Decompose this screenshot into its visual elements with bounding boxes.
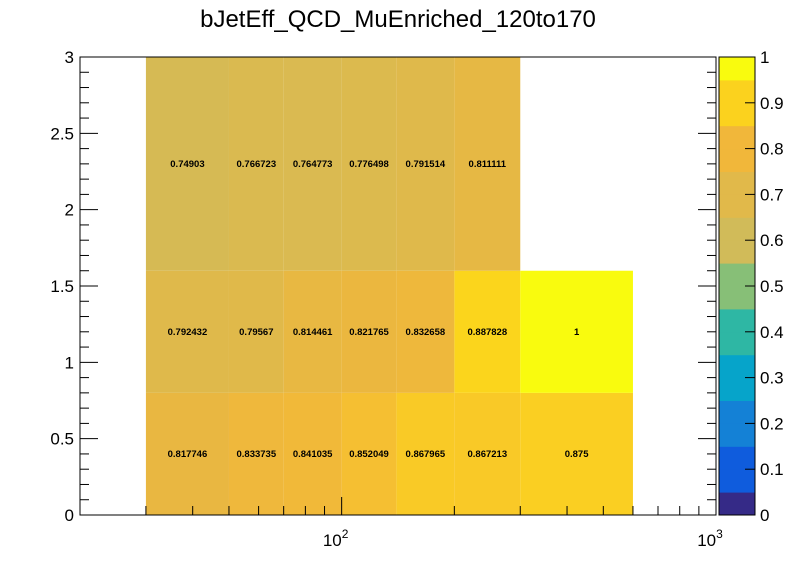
colorbar-band [719, 263, 755, 287]
colorbar-band [719, 331, 755, 356]
heatmap-cell [228, 392, 284, 515]
cell-value-label: 0.817746 [168, 449, 208, 460]
colorbar-tick-label: 0.5 [760, 277, 784, 296]
heatmap-cell [454, 270, 521, 393]
cell-value-label: 1 [574, 327, 580, 338]
heatmap-cell [341, 270, 397, 393]
colorbar-band [719, 377, 755, 401]
cell-value-label: 0.791514 [406, 159, 446, 170]
y-tick-label: 3 [65, 48, 74, 67]
cell-value-label: 0.764773 [293, 159, 333, 170]
heatmap-cell [145, 392, 229, 515]
colorbar-band [719, 171, 755, 195]
colorbar-tick-label: 0.7 [760, 185, 784, 204]
cell-value-label: 0.776498 [349, 159, 389, 170]
heatmap-cell [145, 57, 229, 271]
colorbar-tick-label: 0.1 [760, 460, 784, 479]
colorbar-band [719, 308, 755, 333]
cell-value-label: 0.766723 [237, 159, 277, 170]
y-tick-label: 0.5 [50, 430, 74, 449]
cell-value-label: 0.821765 [349, 327, 389, 338]
heatmap-cell [228, 57, 284, 271]
heatmap-cell [228, 270, 284, 393]
y-tick-label: 1 [65, 353, 74, 372]
colorbar-band [719, 194, 755, 218]
cell-value-label: 0.832658 [406, 327, 446, 338]
colorbar-tick-label: 0.4 [760, 323, 784, 342]
cell-value-label: 0.79567 [239, 327, 273, 338]
heatmap-cell [520, 270, 633, 393]
cell-value-label: 0.867965 [406, 449, 446, 460]
cell-value-label: 0.74903 [170, 159, 204, 170]
colorbar-tick-label: 0.8 [760, 140, 784, 159]
cell-value-label: 0.887828 [467, 327, 507, 338]
cell-value-label: 0.841035 [293, 449, 333, 460]
heatmap-cell [396, 270, 455, 393]
heatmap-cell [341, 392, 397, 515]
colorbar-band [719, 79, 755, 104]
heatmap-cell [283, 270, 342, 393]
colorbar-band [719, 354, 755, 379]
x-tick-label: 103 [697, 527, 723, 550]
colorbar-band [719, 400, 755, 424]
colorbar-band [719, 286, 755, 310]
colorbar-band [719, 102, 755, 127]
colorbar-tick-label: 0.9 [760, 94, 784, 113]
cell-value-label: 0.867213 [467, 449, 507, 460]
heatmap-cell [396, 392, 455, 515]
cell-value-label: 0.833735 [237, 449, 277, 460]
heatmap-cell [454, 392, 521, 515]
y-tick-label: 1.5 [50, 277, 74, 296]
colorbar-band [719, 217, 755, 241]
cell-value-label: 0.875 [565, 449, 589, 460]
colorbar-tick-label: 0 [760, 506, 769, 525]
colorbar-band [719, 125, 755, 150]
colorbar-band [719, 148, 755, 172]
colorbar-tick-label: 0.3 [760, 369, 784, 388]
colorbar-band [719, 423, 755, 447]
heatmap-cell [283, 392, 342, 515]
cell-value-label: 0.811111 [469, 159, 507, 170]
heatmap-cell [283, 57, 342, 271]
heatmap-cell [396, 57, 455, 271]
x-tick-label: 102 [323, 527, 349, 550]
heatmap-cell [520, 392, 633, 515]
colorbar-band [719, 57, 755, 81]
cell-value-label: 0.814461 [293, 327, 333, 338]
colorbar-band [719, 492, 755, 516]
chart-title: bJetEff_QCD_MuEnriched_120to170 [200, 6, 596, 33]
colorbar-band [719, 240, 755, 264]
colorbar-tick-label: 1 [760, 48, 769, 67]
colorbar-tick-label: 0.2 [760, 414, 784, 433]
y-tick-label: 2 [65, 201, 74, 220]
colorbar-tick-label: 0.6 [760, 231, 784, 250]
y-tick-label: 2.5 [50, 124, 74, 143]
colorbar-band [719, 446, 755, 470]
heatmap-cell [341, 57, 397, 271]
cell-value-label: 0.852049 [349, 449, 389, 460]
heatmap-cell [454, 57, 521, 271]
cell-value-label: 0.792432 [168, 327, 208, 338]
heatmap-cell [145, 270, 229, 393]
colorbar-band [719, 469, 755, 493]
y-tick-label: 0 [65, 506, 74, 525]
